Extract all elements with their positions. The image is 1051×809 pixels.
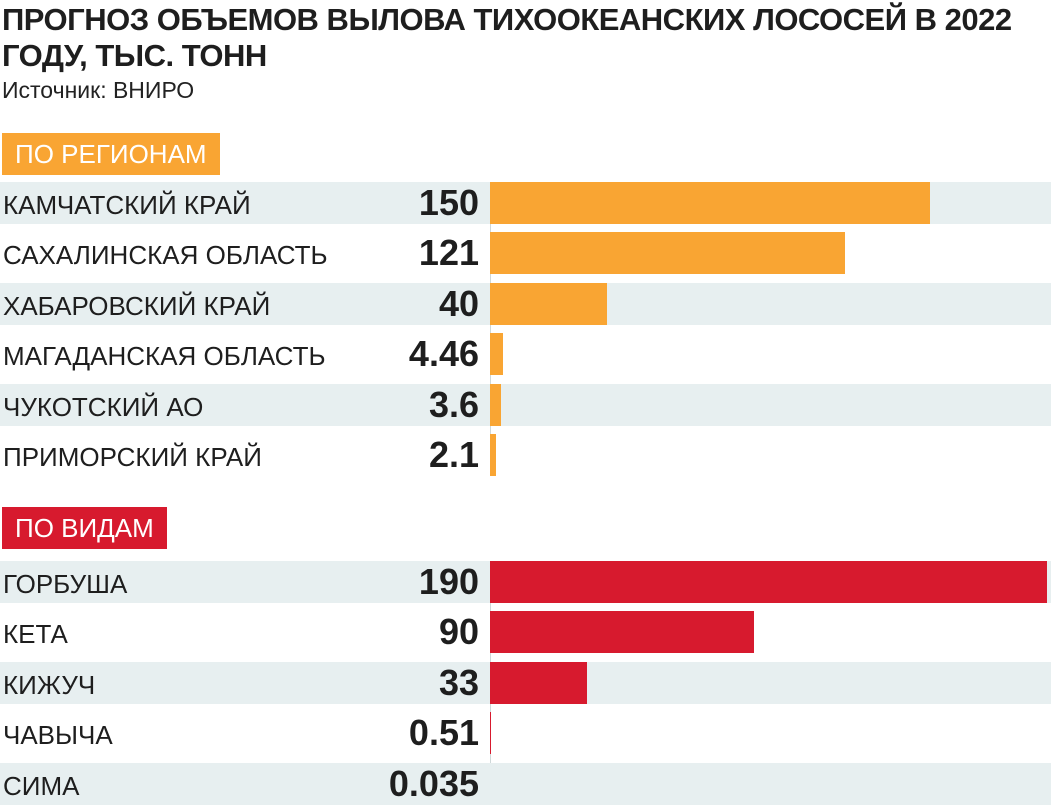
bar bbox=[490, 712, 492, 754]
chart-row: МАГАДАНСКАЯ ОБЛАСТЬ 4.46 bbox=[0, 333, 1051, 375]
value-label: 3.6 bbox=[428, 384, 479, 425]
value-label: 2.1 bbox=[428, 434, 479, 475]
bar-baseline bbox=[490, 182, 491, 476]
value-label: 121 bbox=[418, 232, 479, 273]
bar bbox=[490, 333, 504, 375]
category-label: СИМА bbox=[3, 771, 80, 801]
category-label: САХАЛИНСКАЯ ОБЛАСТЬ bbox=[3, 240, 328, 270]
chart-title: ПРОГНОЗ ОБЪЕМОВ ВЫЛОВА ТИХООКЕАНСКИХ ЛОС… bbox=[2, 2, 1012, 73]
bar bbox=[490, 611, 754, 653]
value-label: 90 bbox=[438, 611, 479, 652]
section-label-regions: ПО РЕГИОНАМ bbox=[2, 133, 220, 175]
bar bbox=[490, 182, 930, 224]
value-label: 33 bbox=[438, 662, 479, 703]
value-label: 0.035 bbox=[388, 763, 479, 804]
category-label: ГОРБУША bbox=[3, 569, 128, 599]
bar bbox=[490, 384, 501, 426]
source-note: Источник: ВНИРО bbox=[2, 77, 195, 103]
category-label: ЧУКОТСКИЙ АО bbox=[3, 392, 204, 422]
value-label: 4.46 bbox=[408, 333, 479, 374]
bar bbox=[490, 232, 845, 274]
chart-row: ЧАВЫЧА 0.51 bbox=[0, 712, 1051, 754]
category-label: КЕТА bbox=[3, 619, 68, 649]
category-label: МАГАДАНСКАЯ ОБЛАСТЬ bbox=[3, 341, 326, 371]
chart-row: САХАЛИНСКАЯ ОБЛАСТЬ 121 bbox=[0, 232, 1051, 274]
bar bbox=[490, 434, 497, 476]
value-label: 0.51 bbox=[408, 712, 479, 753]
chart-row: ПРИМОРСКИЙ КРАЙ 2.1 bbox=[0, 434, 1051, 476]
value-label: 150 bbox=[418, 182, 479, 223]
chart-row: ГОРБУША 190 bbox=[0, 561, 1051, 603]
category-label: ХАБАРОВСКИЙ КРАЙ bbox=[3, 291, 271, 321]
chart-row: ЧУКОТСКИЙ АО 3.6 bbox=[0, 384, 1051, 426]
bar bbox=[490, 561, 1047, 603]
category-label: ЧАВЫЧА bbox=[3, 720, 113, 750]
bar bbox=[490, 662, 587, 704]
section-label-species: ПО ВИДАМ bbox=[2, 507, 167, 549]
bar bbox=[490, 283, 608, 325]
chart-row: КЕТА 90 bbox=[0, 611, 1051, 653]
chart-row: КИЖУЧ 33 bbox=[0, 662, 1051, 704]
chart-row: ХАБАРОВСКИЙ КРАЙ 40 bbox=[0, 283, 1051, 325]
category-label: ПРИМОРСКИЙ КРАЙ bbox=[3, 442, 262, 472]
value-label: 40 bbox=[438, 283, 479, 324]
chart-row: КАМЧАТСКИЙ КРАЙ 150 bbox=[0, 182, 1051, 224]
category-label: КИЖУЧ bbox=[3, 670, 96, 700]
value-label: 190 bbox=[418, 561, 479, 602]
category-label: КАМЧАТСКИЙ КРАЙ bbox=[3, 190, 251, 220]
chart-row: СИМА 0.035 bbox=[0, 763, 1051, 805]
